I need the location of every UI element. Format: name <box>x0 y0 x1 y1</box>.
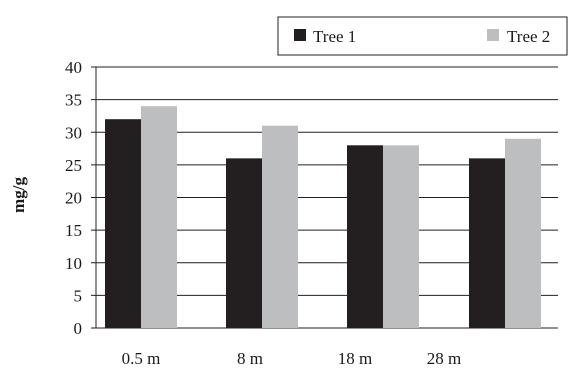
y-tick-label: 0 <box>74 319 83 338</box>
y-tick-label: 15 <box>65 221 82 240</box>
y-tick-label: 40 <box>65 58 82 77</box>
y-tick-label: 25 <box>65 156 82 175</box>
y-tick-label: 10 <box>65 254 82 273</box>
bar-tree-1-2 <box>226 158 262 328</box>
bar-tree-2-2 <box>262 125 298 328</box>
bar-tree-1-1 <box>105 119 141 328</box>
bar-tree-2-4 <box>505 138 541 328</box>
y-tick-label: 5 <box>74 286 83 305</box>
x-tick-label: 8 m <box>237 349 263 368</box>
bar-tree-2-1 <box>141 106 177 329</box>
bar-tree-2-3 <box>383 145 419 328</box>
x-tick-label: 0.5 m <box>122 349 161 368</box>
y-tick-label: 35 <box>65 91 82 110</box>
legend-swatch-1 <box>294 29 306 41</box>
legend: Tree 1 Tree 2 <box>277 16 568 56</box>
y-tick-label: 20 <box>65 189 82 208</box>
bar-tree-1-4 <box>469 158 505 328</box>
legend-label-1: Tree 1 <box>313 27 356 46</box>
y-axis-title: mg/g <box>9 177 28 213</box>
y-tick-label: 30 <box>65 123 82 142</box>
bar-layer <box>105 106 541 329</box>
legend-box <box>277 16 568 56</box>
legend-swatch-2 <box>487 29 499 41</box>
x-tick-label: 28 m <box>427 349 461 368</box>
bar-tree-1-3 <box>347 145 383 328</box>
legend-label-2: Tree 2 <box>507 27 550 46</box>
tick-layer: 0 5 10 15 20 25 30 35 40 0.5 m 8 m 18 m 28 m <box>65 58 461 368</box>
x-tick-label: 18 m <box>338 349 372 368</box>
